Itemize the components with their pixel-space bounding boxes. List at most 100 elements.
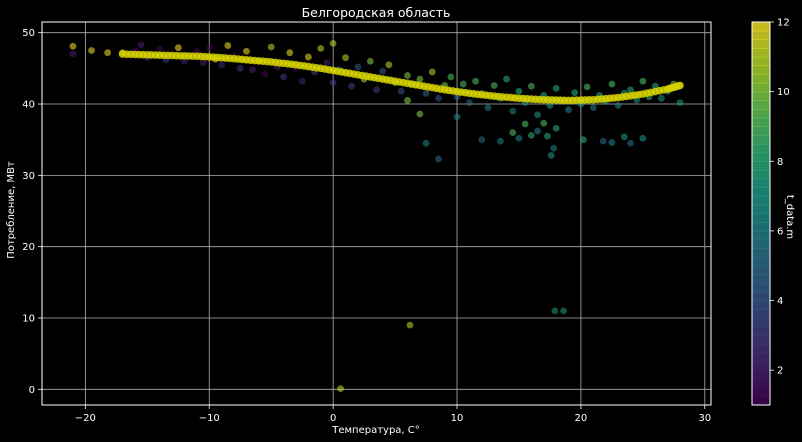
data-point: [435, 94, 442, 102]
data-point: [304, 53, 312, 61]
data-point: [658, 94, 665, 102]
colorbar-segment: [752, 257, 770, 267]
data-point: [416, 75, 424, 83]
data-point: [599, 137, 607, 145]
data-point: [416, 110, 424, 118]
data-point: [379, 67, 387, 75]
data-point: [280, 73, 287, 81]
data-point: [348, 82, 356, 90]
data-point: [205, 44, 213, 52]
data-point: [496, 137, 504, 145]
colorbar-segment: [752, 161, 770, 171]
data-point: [267, 43, 275, 51]
data-point: [317, 44, 325, 52]
x-tick-label: 30: [698, 413, 711, 424]
data-point: [552, 84, 560, 92]
data-point: [544, 132, 551, 140]
data-point: [547, 151, 555, 159]
y-tick-label: 30: [22, 171, 35, 182]
x-axis-label: Температура, C°: [331, 425, 420, 436]
data-point: [509, 129, 517, 136]
data-point: [404, 72, 411, 79]
colorbar-label: t_data.m: [784, 195, 795, 239]
data-point: [571, 89, 579, 97]
plot-frame: [41, 21, 712, 406]
colorbar-segment: [752, 317, 770, 328]
data-point: [249, 66, 257, 74]
x-tick-label: 10: [451, 413, 464, 424]
y-tick-label: 40: [22, 100, 35, 111]
data-point: [329, 39, 337, 47]
colorbar-frame: [751, 21, 771, 406]
plot-area: −20 −10 0 10 20 30 0 10 20 30 40 50: [22, 21, 712, 424]
data-point: [181, 57, 188, 65]
data-point: [354, 63, 362, 71]
data-point: [627, 139, 634, 147]
x-tick-label: −20: [75, 413, 96, 424]
data-point: [565, 106, 572, 114]
chart-title: Белгородская область: [302, 5, 451, 20]
colorbar-segment: [752, 265, 770, 276]
data-point: [337, 385, 344, 392]
data-point: [490, 82, 498, 89]
data-point: [236, 64, 244, 72]
colorbar: 2 4 6 8 10 12: [751, 18, 790, 406]
x-tick-label: 0: [330, 413, 336, 424]
colorbar-tick-label: 6: [777, 226, 783, 237]
x-tick-label: −10: [199, 413, 220, 424]
data-point: [608, 139, 616, 146]
data-point: [404, 97, 411, 104]
data-point: [69, 50, 77, 58]
colorbar-segment: [752, 230, 770, 241]
colorbar-segment: [752, 143, 770, 154]
data-point: [69, 42, 77, 50]
colorbar-segment: [752, 396, 770, 406]
colorbar-segment: [752, 361, 770, 371]
x-tick-label: 20: [575, 413, 588, 424]
data-point: [540, 119, 548, 127]
colorbar-tick-label: 4: [777, 296, 783, 307]
colorbar-tick-label: 8: [777, 157, 783, 168]
colorbar-segment: [752, 74, 770, 84]
colorbar-segment: [752, 196, 770, 206]
colorbar-segment: [752, 204, 770, 215]
data-point: [224, 42, 232, 49]
data-point: [472, 77, 480, 85]
colorbar-tick-label: 2: [777, 366, 783, 377]
colorbar-segment: [752, 91, 770, 101]
data-point: [527, 82, 535, 90]
y-tick-label: 50: [22, 28, 35, 39]
data-point: [589, 104, 597, 111]
colorbar-segment: [752, 309, 770, 319]
colorbar-tick-label: 10: [777, 87, 790, 98]
data-point: [261, 70, 269, 78]
data-point: [342, 54, 349, 62]
colorbar-segment: [752, 378, 770, 389]
colorbar-segment: [752, 326, 770, 336]
colorbar-segment: [752, 48, 770, 58]
data-point: [422, 139, 430, 147]
colorbar-segment: [752, 117, 770, 128]
data-point: [366, 57, 374, 65]
colorbar-segment: [752, 178, 770, 188]
data-point: [534, 127, 541, 135]
data-point: [583, 83, 591, 91]
colorbar-segment: [752, 222, 770, 232]
data-point: [484, 104, 492, 111]
data-point: [385, 61, 393, 69]
y-tick-label: 0: [29, 385, 35, 396]
colorbar-segment: [752, 126, 770, 136]
colorbar-segment: [752, 291, 770, 302]
data-point: [156, 44, 164, 52]
data-point: [614, 102, 622, 109]
data-point: [527, 132, 535, 139]
data-point: [447, 73, 455, 81]
colorbar-segment: [752, 370, 770, 380]
colorbar-segment: [752, 187, 770, 197]
colorbar-segment: [752, 283, 770, 293]
data-point: [560, 307, 567, 315]
colorbar-segment: [752, 65, 770, 75]
data-point: [406, 321, 414, 329]
colorbar-segment: [752, 82, 770, 93]
